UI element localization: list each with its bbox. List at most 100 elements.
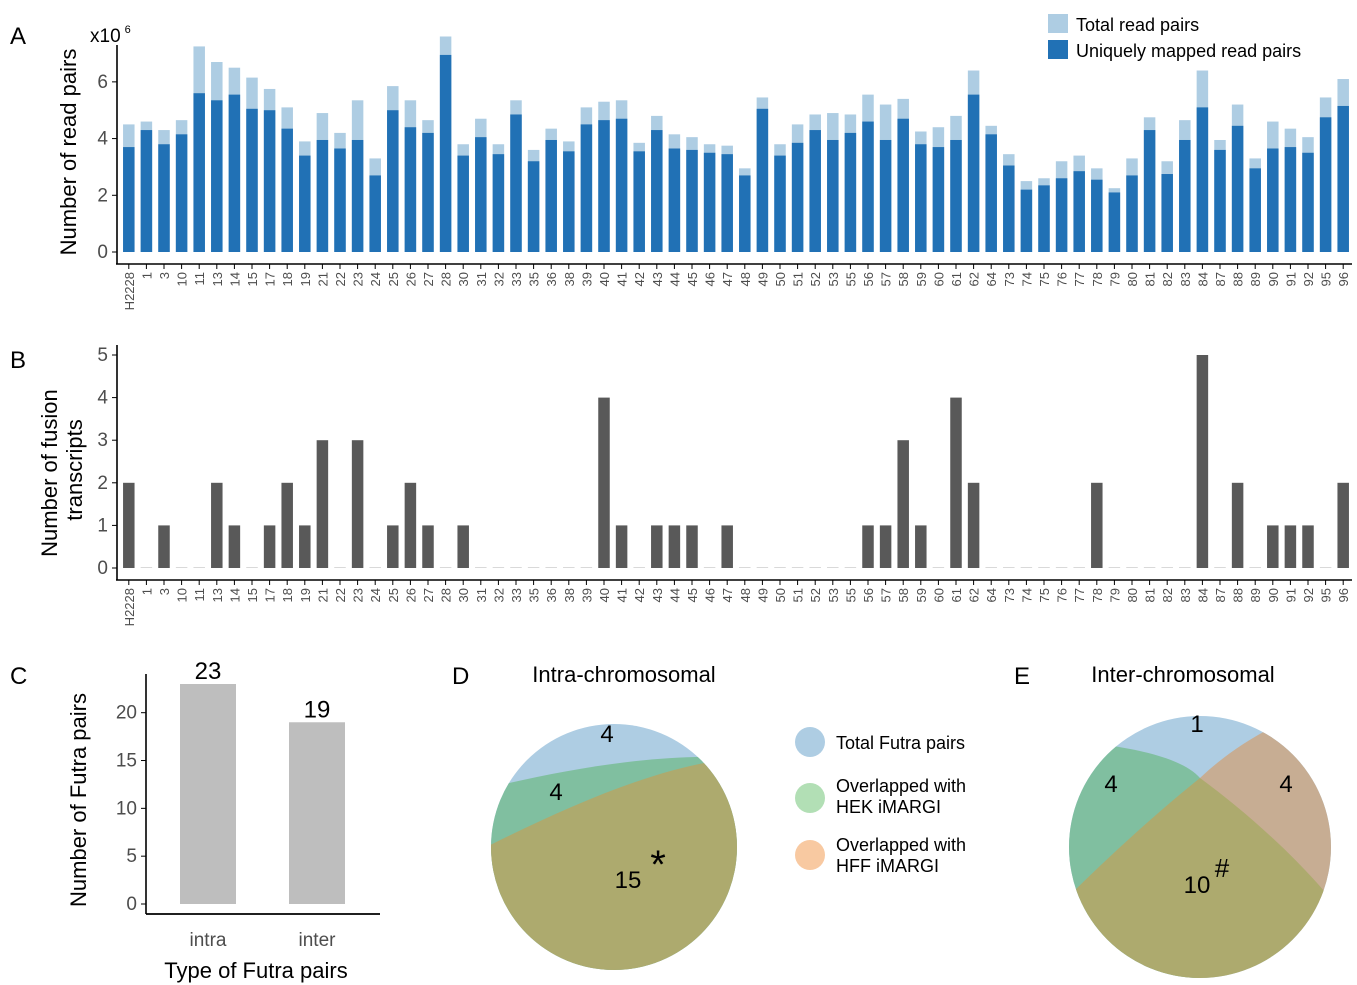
panel-a-x-tick-label: 61	[949, 272, 964, 286]
bar-fusion-transcripts	[492, 567, 505, 568]
panel-a-x-tick-label: 43	[650, 272, 665, 286]
panel-b-x-tick-label: 39	[579, 588, 594, 602]
panel-c-axes: intra inter 0 5 10 15 20	[116, 674, 380, 951]
panel-d-venn: Intra-chromosomal 4 4 15 *	[491, 662, 737, 970]
panel-a-x-tick-label: 64	[984, 272, 999, 286]
venn-legend-label-hff-line1: Overlapped with	[836, 835, 966, 855]
panel-b-ylabel-line1: Number of fusion	[37, 389, 62, 557]
bar-fusion-transcripts	[827, 567, 839, 568]
panel-b-x-tick-label: 77	[1072, 588, 1087, 602]
panel-a-x-tick-label: 45	[685, 272, 700, 286]
panel-a-x-tick-label: 89	[1248, 272, 1263, 286]
panel-a-x-tick-label: 31	[474, 272, 489, 286]
panel-b-x-tick-label: 64	[984, 588, 999, 602]
panel-b-x-tick-label: 51	[791, 588, 806, 602]
bar-fusion-transcripts	[369, 567, 381, 568]
panel-a-x-tick-label: 96	[1336, 272, 1351, 286]
panel-label-a: A	[10, 23, 26, 50]
panel-label-b: B	[10, 347, 26, 374]
bar-uniquely-mapped	[1231, 125, 1244, 252]
bar-fusion-transcripts	[193, 567, 205, 568]
panel-b-x-tick-label: 60	[931, 588, 946, 602]
bar-fusion-transcripts	[668, 525, 681, 568]
panel-b-x-tick-label: 3	[157, 588, 172, 595]
panel-a-x-tick-label: 17	[263, 272, 278, 286]
panel-a-x-tick-label: 1	[139, 272, 154, 279]
bar-uniquely-mapped	[791, 142, 804, 252]
bar-uniquely-mapped	[193, 93, 205, 253]
panel-a-x-tick-label: 50	[773, 272, 788, 286]
panel-b-x-tick-label: 10	[175, 588, 190, 602]
panel-a-x-tick-label: 87	[1213, 272, 1228, 286]
bar-fusion-transcripts	[651, 525, 663, 568]
bar-fusion-transcripts	[1284, 525, 1297, 568]
legend-swatch-total	[1048, 14, 1068, 33]
panel-b-x-tick-label: 14	[227, 588, 242, 602]
panel-label-d: D	[452, 663, 469, 690]
bar-uniquely-mapped	[228, 94, 241, 252]
panel-a-x-tick-label: H2228	[122, 272, 137, 310]
bar-fusion-transcripts	[1108, 567, 1121, 568]
panel-c-y-tick-label: 20	[116, 703, 137, 724]
bar-uniquely-mapped	[246, 108, 258, 253]
venn-legend-swatch-hff	[795, 840, 825, 870]
bar-fusion-transcripts	[387, 525, 399, 568]
bar-uniquely-mapped	[950, 139, 962, 252]
panel-a-x-tick-label: 53	[826, 272, 841, 286]
bar-fusion-transcripts	[1214, 567, 1226, 568]
bar-fusion-transcripts	[739, 567, 751, 568]
panel-b-x-tick-label: 26	[403, 588, 418, 602]
bar-fusion-transcripts	[598, 397, 610, 568]
bar-uniquely-mapped	[527, 161, 540, 252]
bar-uniquely-mapped	[123, 147, 135, 252]
bar-uniquely-mapped	[422, 132, 434, 252]
bar-uniquely-mapped	[774, 155, 786, 252]
bar-fusion-transcripts	[1091, 482, 1103, 568]
panel-a-x-tick-label: 75	[1037, 272, 1052, 286]
panel-c-bars: 23 19	[180, 658, 345, 904]
bar-uniquely-mapped	[1038, 185, 1050, 252]
panel-b-x-tick-label: 80	[1125, 588, 1140, 602]
panel-b-x-tick-label: 58	[896, 588, 911, 602]
bar-uniquely-mapped	[1003, 165, 1015, 252]
bar-fusion-transcripts	[123, 482, 135, 568]
bar-fusion-transcripts	[175, 567, 188, 568]
venn-e-overlap-count: 10	[1184, 872, 1211, 899]
panel-b-x-tick-label: 18	[280, 588, 295, 602]
panel-b-x-tick-label: 84	[1195, 588, 1210, 602]
panel-b-x-tick-label: 30	[456, 588, 471, 602]
panel-b-y-tick-label: 5	[97, 345, 108, 366]
bar-uniquely-mapped	[1337, 105, 1349, 252]
bar-fusion-transcripts	[721, 525, 733, 568]
bar-uniquely-mapped	[510, 114, 522, 253]
panel-a-x-tick-label: 35	[527, 272, 542, 286]
venn-d-overlap-region	[491, 758, 737, 970]
bar-uniquely-mapped	[703, 152, 716, 252]
bar-uniquely-mapped	[985, 134, 997, 252]
panel-a-x-tick-label: 82	[1160, 272, 1175, 286]
panel-a-x-tick-label: 3	[157, 272, 172, 279]
bar-uniquely-mapped	[615, 118, 628, 252]
legend-swatch-unique	[1048, 40, 1068, 59]
bar-fusion-transcripts	[299, 525, 311, 568]
panel-b-x-tick-label: 88	[1231, 588, 1246, 602]
panel-a-y-tick-label: 4	[97, 129, 108, 150]
panel-c-ylabel: Number of Futra pairs	[66, 693, 91, 907]
panel-b-x-tick-label: 44	[667, 588, 682, 602]
bar-fusion-transcripts	[1267, 525, 1279, 568]
venn-legend-label-hff-line2: HFF iMARGI	[836, 856, 939, 876]
bar-uniquely-mapped	[932, 147, 945, 252]
venn-legend-label-hek: Overlapped with HEK iMARGI	[836, 776, 966, 817]
panel-e-venn: Inter-chromosomal 1 4 4 10 #	[1069, 662, 1331, 978]
panel-b-x-tick-label: 43	[650, 588, 665, 602]
bar-fusion-transcripts	[140, 567, 153, 568]
panel-a-x-tick-label: 91	[1283, 272, 1298, 286]
panel-a-x-tick-label: 24	[368, 272, 383, 286]
panel-a-legend: Total read pairs Uniquely mapped read pa…	[1048, 14, 1301, 61]
bar-fusion-transcripts	[228, 525, 241, 568]
panel-a-x-tick-label: 10	[175, 272, 190, 286]
bar-uniquely-mapped	[1073, 171, 1085, 252]
panel-b-x-tick-label: 90	[1266, 588, 1281, 602]
venn-e-hff-count: 4	[1279, 771, 1292, 798]
bar-fusion-transcripts	[580, 567, 593, 568]
